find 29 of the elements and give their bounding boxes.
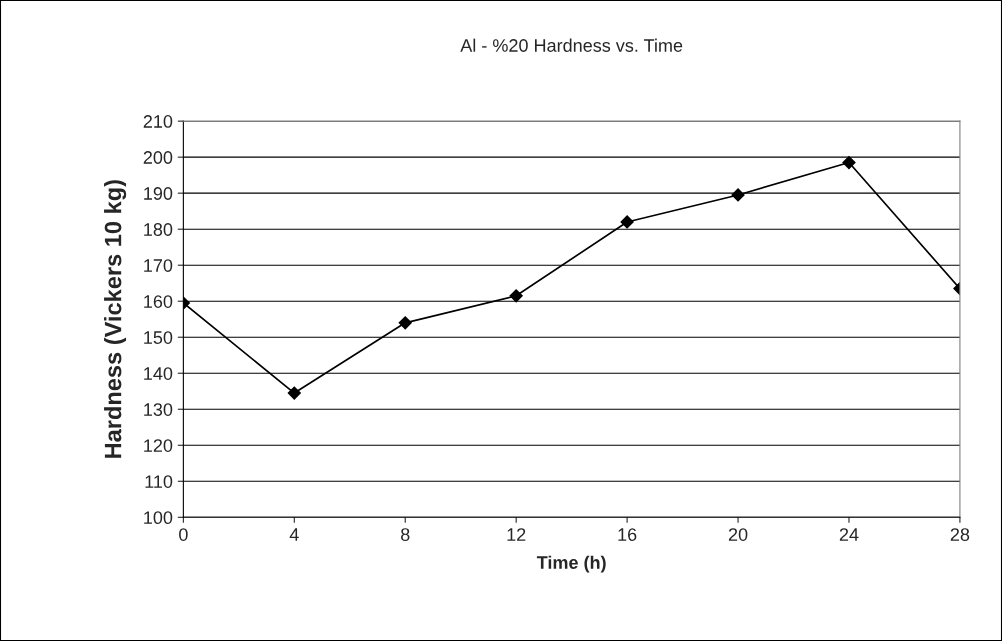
y-axis-title: Hardness (Vickers 10 kg) [104,180,127,458]
y-tick-label: 160 [144,295,173,308]
y-tick-label: 130 [144,403,173,416]
chart-title: Al - %20 Hardness vs. Time [460,38,683,52]
point [842,155,856,170]
y-tick-label: 190 [144,187,173,200]
x-tick-label: 8 [401,528,410,541]
x-tick-label: 20 [728,528,748,541]
y-tick-label: 180 [144,223,173,236]
y-tick-label: 210 [143,115,173,128]
y-tick-label: 140 [144,367,173,380]
y-tick-label: 150 [144,331,173,344]
y-tick-label: 110 [145,475,173,488]
y-tick-label: 100 [144,511,173,525]
point [287,386,301,400]
y-tick-label: 120 [144,439,173,452]
x-axis-title: Time (h) [536,555,606,573]
x-tick-label: 28 [950,528,970,541]
point [398,316,412,330]
x-tick-label: 16 [618,528,637,541]
y-tick-label: 200 [143,151,173,164]
x-tick-label: 12 [507,528,526,541]
x-tick-label: 24 [839,528,859,541]
point [731,188,745,202]
point [620,215,634,229]
x-tick-label: 4 [289,528,299,541]
point [509,289,523,303]
y-tick-label: 170 [144,259,173,272]
x-tick-label: 0 [179,528,188,541]
